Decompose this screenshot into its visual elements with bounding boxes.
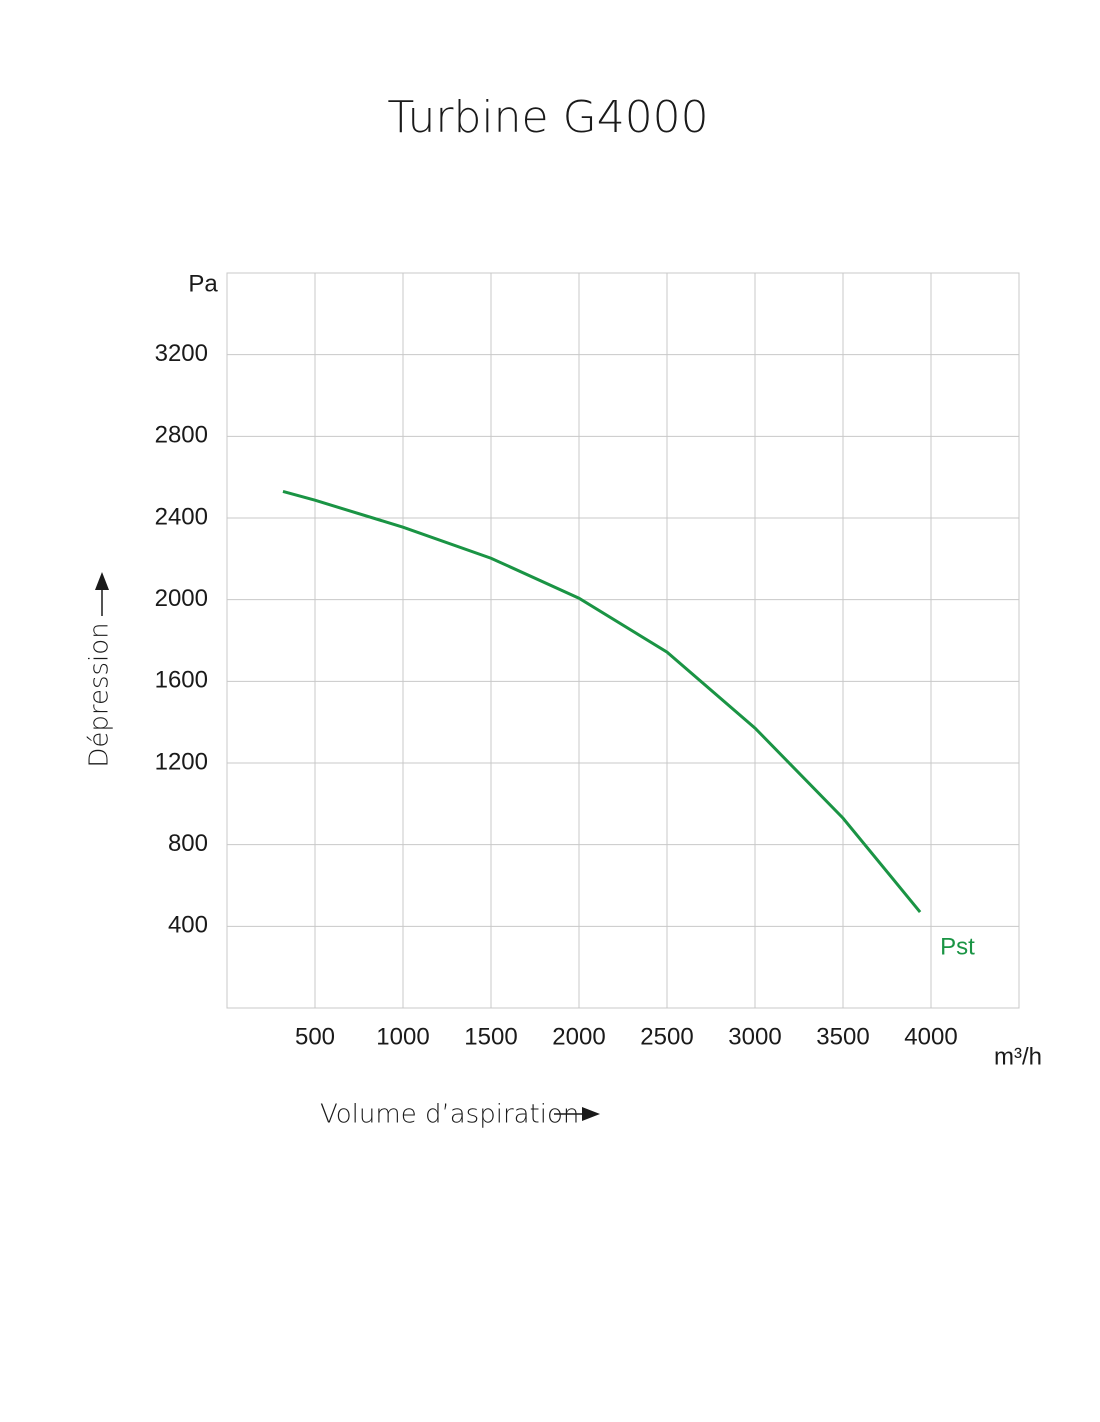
y-tick-label: 800: [168, 830, 208, 857]
y-tick-label: 3200: [155, 340, 208, 367]
x-tick-label: 2000: [552, 1023, 605, 1050]
x-tick-label: 2500: [640, 1023, 693, 1050]
chart-title: Turbine G4000: [387, 92, 708, 143]
y-arrow: [95, 572, 109, 616]
x-tick-label: 500: [295, 1023, 335, 1050]
line-series: [282, 490, 922, 913]
x-unit: m³/h: [994, 1043, 1042, 1070]
legend-label: Pst: [940, 933, 975, 960]
y-axis-label: Dépression: [85, 622, 115, 767]
y-tick-label: 2400: [155, 503, 208, 530]
x-tick-label: 3500: [816, 1023, 869, 1050]
y-tick-label: 400: [168, 912, 208, 939]
x-arrow: [554, 1107, 600, 1121]
y-tick-label: 2800: [155, 422, 208, 449]
y-unit: Pa: [188, 270, 218, 297]
y-tick-label: 1600: [155, 667, 208, 694]
y-tick-label: 1200: [155, 748, 208, 775]
x-tick-label: 1500: [464, 1023, 517, 1050]
x-tick-label: 3000: [728, 1023, 781, 1050]
x-tick-label: 1000: [376, 1023, 429, 1050]
plot-frame: [226, 272, 1020, 1009]
y-tick-label: 2000: [155, 585, 208, 612]
x-tick-label: 4000: [904, 1023, 957, 1050]
x-axis-label: Volume d’aspiration: [320, 1100, 579, 1130]
